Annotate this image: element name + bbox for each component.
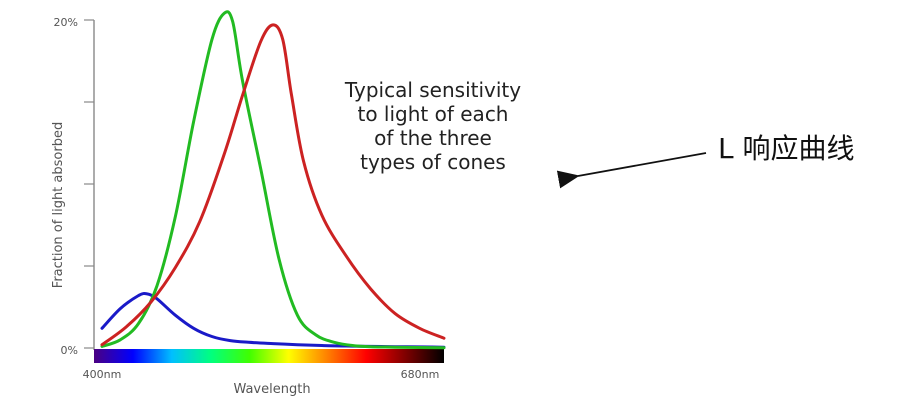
annotation-line-4: types of cones (360, 150, 506, 174)
annotation-line-2: to light of each (358, 102, 509, 126)
y-axis-label: Fraction of light absorbed (51, 122, 66, 288)
annotation-line-3: of the three (374, 126, 492, 150)
x-axis-label: Wavelength (233, 382, 310, 397)
x-tick-label-end: 680nm (401, 368, 440, 381)
series-line-blue (100, 292, 446, 349)
spectrum-bar (94, 349, 444, 363)
callout-arrow (556, 152, 707, 189)
chart-annotation: Typical sensitivity to light of each of … (344, 78, 521, 174)
x-tick-label-start: 400nm (83, 368, 122, 381)
callout-label: L 响应曲线 (718, 132, 855, 165)
series-line-red (100, 23, 446, 347)
y-tick-label-top: 20% (54, 16, 78, 29)
series-group (100, 10, 446, 350)
annotation-line-1: Typical sensitivity (344, 78, 521, 102)
series-line-green (100, 10, 446, 350)
y-axis-ticks (84, 19, 94, 349)
y-tick-label-bottom: 0% (61, 344, 78, 357)
